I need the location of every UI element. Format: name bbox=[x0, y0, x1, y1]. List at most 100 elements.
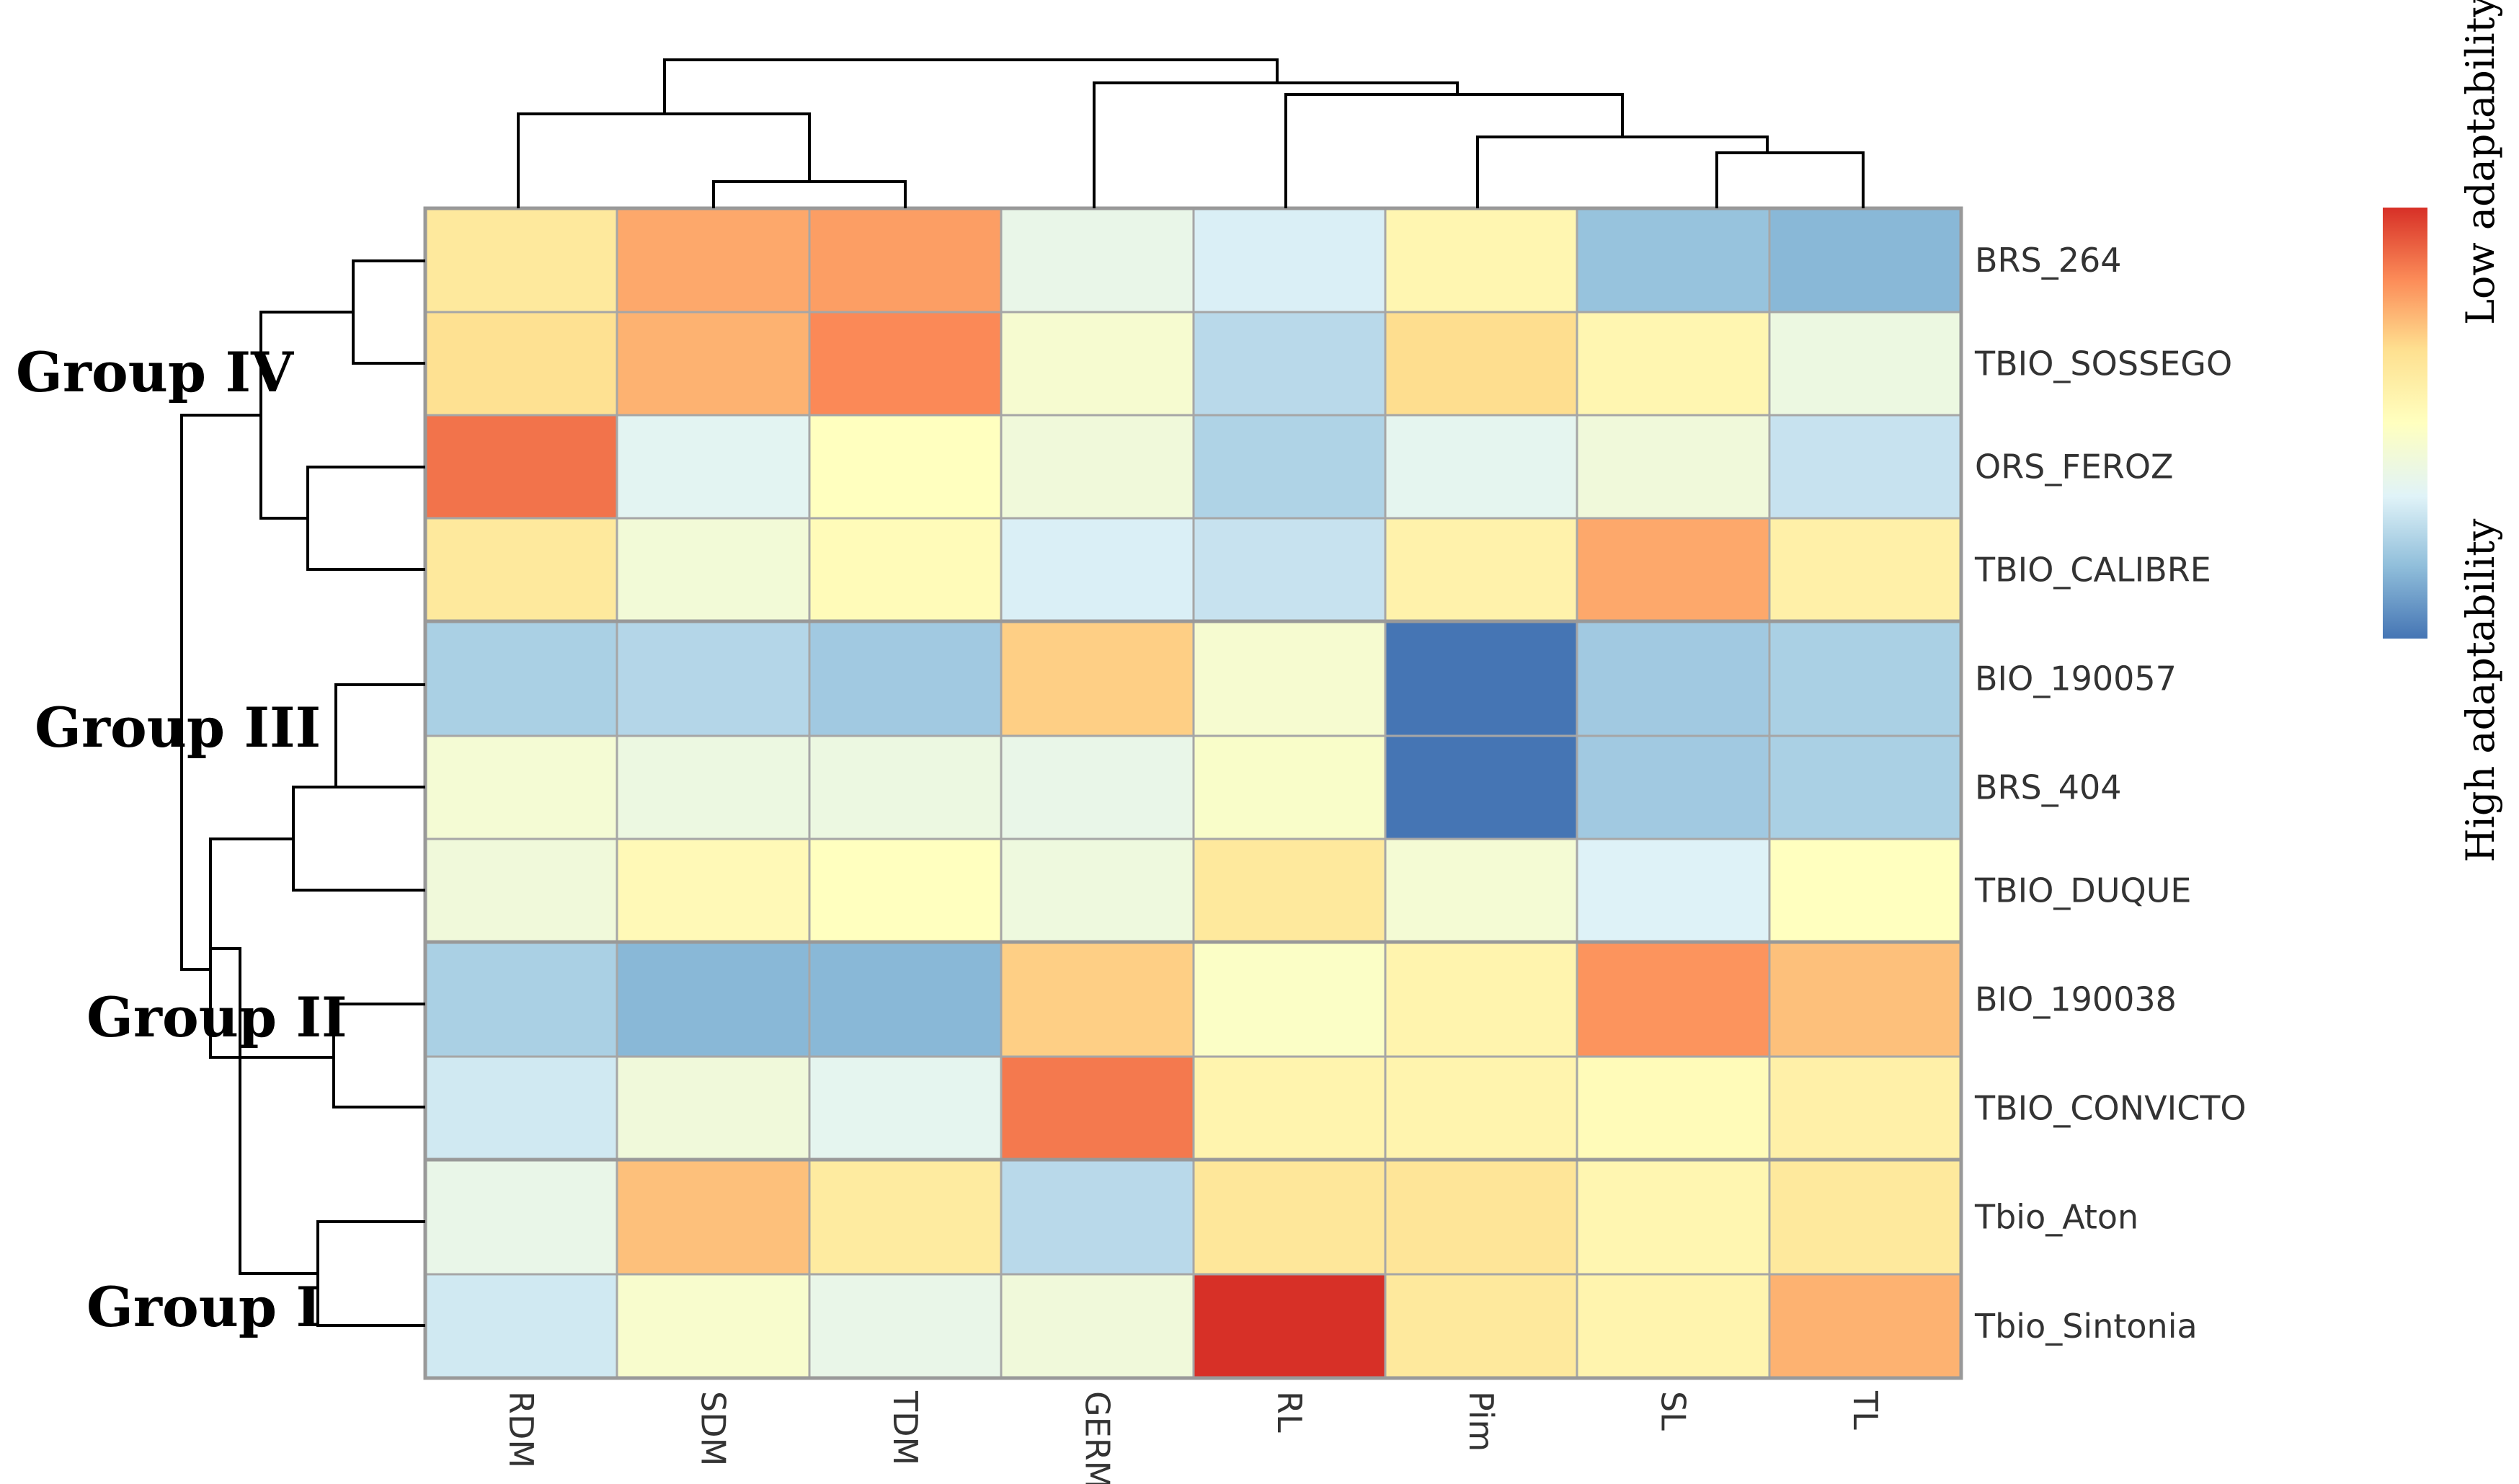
heatmap-cell bbox=[1384, 1158, 1578, 1276]
row-label: TBIO_DUQUE bbox=[1974, 871, 2191, 910]
heatmap-cell bbox=[1768, 517, 1963, 623]
heatmap-cell bbox=[808, 620, 1003, 737]
heatmap-cell bbox=[1576, 311, 1771, 417]
row-label: TBIO_CALIBRE bbox=[1974, 551, 2211, 590]
heatmap-cell bbox=[1000, 517, 1195, 623]
heatmap-cell bbox=[1384, 1273, 1578, 1379]
colorscale-legend-bar bbox=[2383, 208, 2427, 639]
column-label: RDM bbox=[502, 1391, 541, 1468]
heatmap-cell bbox=[1000, 1055, 1195, 1161]
heatmap-cell bbox=[1576, 941, 1771, 1058]
heatmap-cell bbox=[808, 517, 1003, 623]
column-label: Pim bbox=[1462, 1391, 1501, 1452]
heatmap-cell bbox=[1000, 1273, 1195, 1379]
heatmap-cell bbox=[424, 1273, 618, 1379]
heatmap-cell bbox=[616, 311, 811, 417]
heatmap-cell bbox=[1576, 1055, 1771, 1161]
heatmap-cell bbox=[616, 620, 811, 737]
heatmap-cell bbox=[1384, 207, 1578, 314]
heatmap-cell bbox=[1000, 207, 1195, 314]
group-label: Group III bbox=[35, 696, 321, 760]
heatmap-cell bbox=[424, 1055, 618, 1161]
heatmap-cell bbox=[1384, 517, 1578, 623]
heatmap-cell bbox=[1192, 941, 1387, 1058]
heatmap-cell bbox=[1192, 837, 1387, 943]
group-label: Group II bbox=[86, 985, 347, 1049]
heatmap-cells bbox=[423, 206, 1963, 1380]
column-label: TL bbox=[1846, 1390, 1885, 1430]
row-label: BIO_190057 bbox=[1975, 659, 2177, 698]
heatmap-cell bbox=[424, 941, 618, 1058]
heatmap-cell bbox=[424, 311, 618, 417]
heatmap-cell bbox=[1192, 1055, 1387, 1161]
heatmap-cell bbox=[1000, 620, 1195, 737]
heatmap-cell bbox=[1000, 414, 1195, 520]
group-label: Group IV bbox=[16, 340, 295, 404]
heatmap-cell bbox=[1576, 517, 1771, 623]
heatmap-cell bbox=[808, 1158, 1003, 1276]
row-label: BRS_404 bbox=[1975, 768, 2122, 807]
heatmap-cell bbox=[1192, 620, 1387, 737]
heatmap-cell bbox=[1576, 414, 1771, 520]
legend-high-label: Low adaptability bbox=[2458, 0, 2503, 325]
heatmap-cell bbox=[1384, 734, 1578, 840]
heatmap-cell bbox=[1192, 734, 1387, 840]
heatmap-cell bbox=[616, 837, 811, 943]
heatmap-cell bbox=[616, 941, 811, 1058]
heatmap-cell bbox=[1576, 1158, 1771, 1276]
heatmap-cell bbox=[1576, 1273, 1771, 1379]
heatmap-cell bbox=[1384, 1055, 1578, 1161]
heatmap-cell bbox=[1384, 414, 1578, 520]
heatmap-cell bbox=[1768, 311, 1963, 417]
heatmap-cell bbox=[616, 734, 811, 840]
heatmap-cell bbox=[1000, 1158, 1195, 1276]
heatmap-cell bbox=[1000, 837, 1195, 943]
row-labels: BRS_264 TBIO_SOSSEGO ORS_FEROZ TBIO_CALIBRE… bbox=[1974, 241, 2247, 1346]
heatmap-cell bbox=[1576, 207, 1771, 314]
column-label: RL bbox=[1270, 1391, 1309, 1433]
heatmap-cell bbox=[424, 414, 618, 520]
heatmap-cell bbox=[424, 517, 618, 623]
heatmap-cell bbox=[1576, 620, 1771, 737]
row-label: ORS_FEROZ bbox=[1975, 448, 2174, 486]
row-label: TBIO_SOSSEGO bbox=[1974, 345, 2232, 383]
heatmap-cell bbox=[808, 1273, 1003, 1379]
heatmap-cell bbox=[1768, 941, 1963, 1058]
column-labels: RDM SDM TDM GERM RL Pim SL TL bbox=[502, 1390, 1885, 1484]
column-label: SDM bbox=[694, 1391, 733, 1466]
heatmap-cell bbox=[616, 1158, 811, 1276]
heatmap-cell bbox=[424, 207, 618, 314]
heatmap-cell bbox=[1192, 414, 1387, 520]
heatmap-cell bbox=[1768, 1055, 1963, 1161]
row-dendrogram bbox=[180, 259, 425, 1327]
heatmap-cell bbox=[808, 207, 1003, 314]
heatmap-cell bbox=[1384, 941, 1578, 1058]
heatmap-cell bbox=[1576, 734, 1771, 840]
heatmap-cell bbox=[1768, 1158, 1963, 1276]
heatmap-cell bbox=[616, 207, 811, 314]
heatmap-cell bbox=[1384, 837, 1578, 943]
group-labels: Group IV Group III Group II Group I bbox=[16, 340, 347, 1339]
heatmap-cell bbox=[424, 620, 618, 737]
heatmap-cell bbox=[1384, 620, 1578, 737]
heatmap-cell bbox=[1000, 941, 1195, 1058]
column-label: TDM bbox=[886, 1390, 925, 1465]
heatmap-cell bbox=[1576, 837, 1771, 943]
row-label: Tbio_Sintonia bbox=[1974, 1307, 2198, 1346]
heatmap-cell bbox=[808, 1055, 1003, 1161]
group-label: Group I bbox=[86, 1275, 321, 1339]
column-label: SL bbox=[1654, 1391, 1693, 1431]
heatmap-cell bbox=[424, 734, 618, 840]
heatmap-cell bbox=[1384, 311, 1578, 417]
row-label: TBIO_CONVICTO bbox=[1974, 1089, 2247, 1128]
heatmap-cell bbox=[1768, 414, 1963, 520]
heatmap-cell bbox=[1192, 207, 1387, 314]
heatmap-cell bbox=[1000, 311, 1195, 417]
heatmap-cell bbox=[808, 414, 1003, 520]
heatmap-cell bbox=[1192, 311, 1387, 417]
column-label: GERM bbox=[1078, 1391, 1117, 1484]
row-label: BRS_264 bbox=[1975, 241, 2122, 280]
heatmap-cell bbox=[616, 1273, 811, 1379]
heatmap-cell bbox=[616, 517, 811, 623]
